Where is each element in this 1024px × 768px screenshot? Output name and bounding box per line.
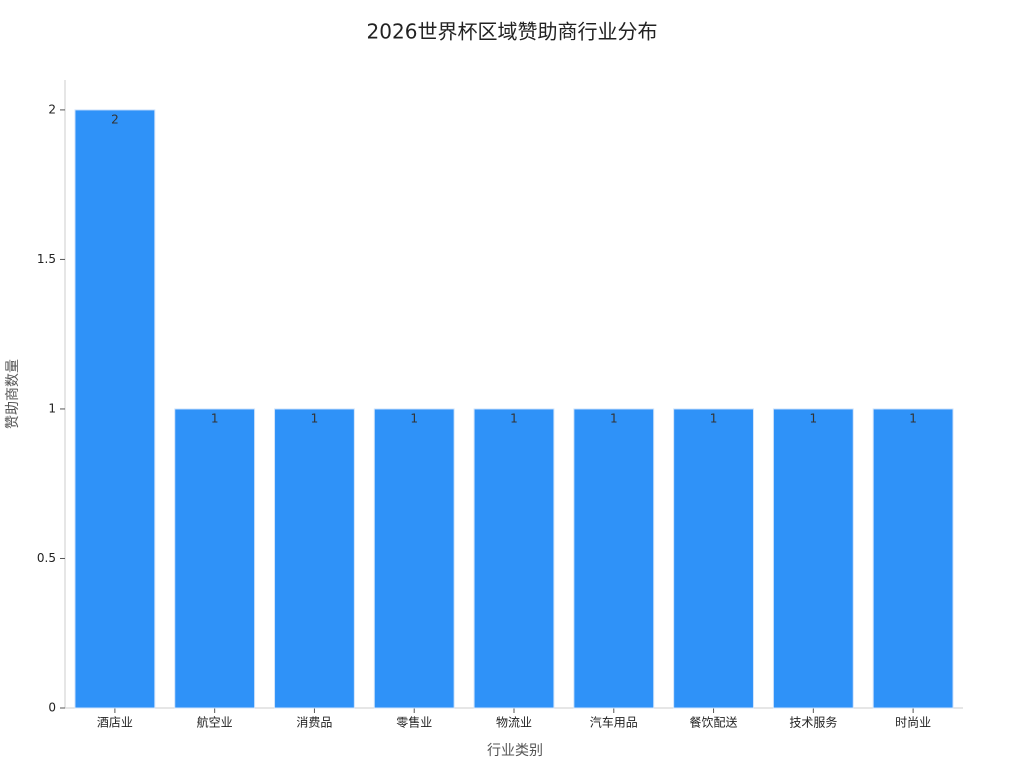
x-tick-label: 时尚业 xyxy=(895,716,931,730)
y-axis-label: 赞助商数量 xyxy=(5,359,21,429)
x-tick-label: 零售业 xyxy=(396,715,432,730)
data-label: 1 xyxy=(909,411,917,425)
x-tick-label: 酒店业 xyxy=(97,716,133,730)
data-label: 1 xyxy=(510,411,518,425)
bar xyxy=(373,408,455,709)
bar xyxy=(473,408,555,709)
x-tick-label: 技术服务 xyxy=(789,715,837,730)
data-label: 1 xyxy=(410,411,418,425)
y-tick-label: 0.5 xyxy=(37,551,56,565)
y-tick-label: 2 xyxy=(48,102,56,116)
data-label: 1 xyxy=(211,411,219,425)
y-tick-label: 1 xyxy=(48,401,56,415)
bar xyxy=(573,408,655,709)
x-tick-label: 消费品 xyxy=(296,716,332,730)
bar xyxy=(772,408,854,709)
x-axis-label: 行业类别 xyxy=(487,743,543,759)
data-label: 1 xyxy=(710,411,718,425)
y-tick-label: 1.5 xyxy=(37,252,56,266)
x-tick-label: 航空业 xyxy=(197,715,233,730)
x-tick-label: 餐饮配送 xyxy=(690,715,738,730)
data-label: 1 xyxy=(810,411,818,425)
data-label: 2 xyxy=(111,112,119,126)
chart-title: 2026世界杯区域赞助商行业分布 xyxy=(367,20,658,44)
bar xyxy=(74,109,156,709)
data-label: 1 xyxy=(311,411,319,425)
bar xyxy=(872,408,954,709)
data-label: 1 xyxy=(610,411,618,425)
x-tick-label: 物流业 xyxy=(496,716,532,730)
x-tick-label: 汽车用品 xyxy=(590,715,638,730)
bar xyxy=(673,408,754,709)
bar xyxy=(274,408,355,709)
y-tick-label: 0 xyxy=(48,701,56,715)
bar xyxy=(174,408,256,709)
